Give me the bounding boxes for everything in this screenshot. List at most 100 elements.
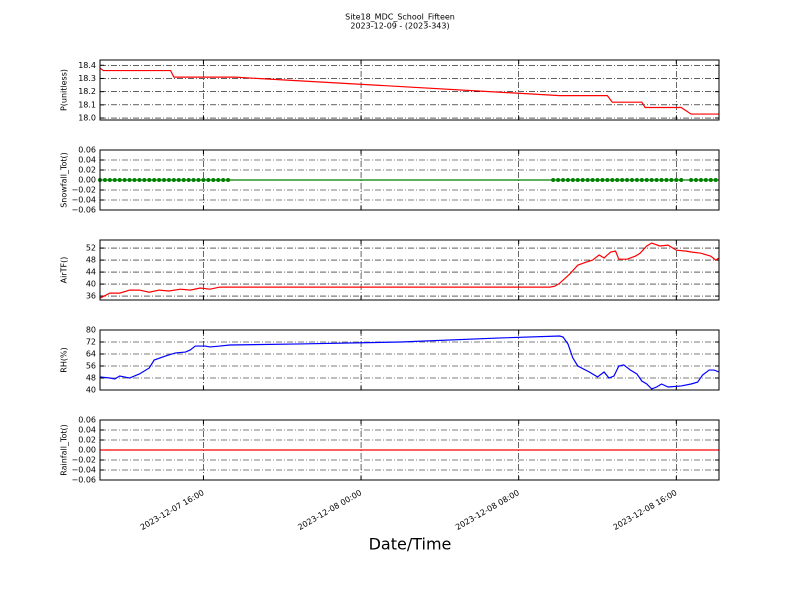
- data-point: [620, 178, 625, 182]
- plot-frame: [99, 419, 720, 481]
- y-tick-label: 18.3: [78, 74, 96, 83]
- y-tick-label: 0.06: [78, 416, 96, 425]
- data-line: [99, 335, 720, 390]
- x-tick-label: 2023-12-08 00:00: [296, 488, 363, 532]
- data-point: [605, 178, 610, 182]
- data-line: [99, 242, 720, 299]
- x-tick-label: 2023-12-08 16:00: [612, 488, 679, 532]
- data-point: [674, 178, 679, 182]
- data-point: [112, 178, 117, 182]
- y-tick-label: 18.0: [78, 114, 96, 123]
- y-tick-label: 72: [86, 338, 96, 347]
- y-tick-label: −0.04: [71, 196, 96, 205]
- data-point: [147, 178, 152, 182]
- data-point: [639, 178, 644, 182]
- data-point: [713, 178, 718, 182]
- data-point: [102, 178, 107, 182]
- data-point: [196, 178, 201, 182]
- y-axis-label: RH(%): [60, 347, 69, 372]
- data-point: [107, 178, 112, 182]
- data-point: [649, 178, 654, 182]
- y-tick-label: 18.1: [78, 100, 96, 109]
- data-point: [654, 178, 659, 182]
- data-point: [162, 178, 167, 182]
- data-point: [580, 178, 585, 182]
- x-axis-label: Date/Time: [369, 535, 452, 554]
- y-tick-label: 0.02: [78, 436, 96, 445]
- y-tick-label: −0.02: [71, 186, 96, 195]
- data-point: [669, 178, 674, 182]
- data-point: [157, 178, 162, 182]
- data-point: [689, 178, 694, 182]
- data-point: [186, 178, 191, 182]
- y-axis-label: P(unitless): [60, 69, 69, 111]
- data-point: [211, 178, 216, 182]
- y-axis-label: Rainfall_Tot(): [60, 424, 69, 476]
- data-point: [694, 178, 699, 182]
- data-point: [127, 178, 132, 182]
- y-tick-label: −0.04: [71, 466, 96, 475]
- data-point: [152, 178, 157, 182]
- y-axis-label: Snowfall_Tot(): [60, 152, 69, 208]
- y-tick-label: 52: [86, 244, 96, 253]
- data-point: [575, 178, 580, 182]
- data-point: [556, 178, 561, 182]
- data-point: [166, 178, 171, 182]
- data-point: [644, 178, 649, 182]
- data-point: [206, 178, 211, 182]
- data-point: [171, 178, 176, 182]
- plot-frame: [99, 59, 720, 121]
- x-tick-label: 2023-12-07 16:00: [139, 488, 206, 532]
- data-point: [201, 178, 206, 182]
- y-tick-label: 18.4: [78, 61, 96, 70]
- data-point: [698, 178, 703, 182]
- y-tick-label: 80: [86, 326, 96, 335]
- y-tick-label: 48: [86, 256, 96, 265]
- y-tick-label: −0.06: [71, 206, 96, 215]
- data-point: [634, 178, 639, 182]
- plot-frame: [99, 329, 720, 391]
- y-tick-label: 56: [86, 362, 96, 371]
- y-tick-label: 0.04: [78, 426, 96, 435]
- data-point: [565, 178, 570, 182]
- y-tick-label: 0.00: [78, 176, 96, 185]
- y-tick-label: 0.04: [78, 156, 96, 165]
- data-point: [664, 178, 669, 182]
- data-point: [570, 178, 575, 182]
- y-tick-label: 40: [86, 386, 96, 395]
- data-point: [216, 178, 221, 182]
- data-point: [191, 178, 196, 182]
- data-point: [629, 178, 634, 182]
- y-tick-label: 48: [86, 374, 96, 383]
- y-tick-label: 64: [86, 350, 96, 359]
- chart-subtitle: 2023-12-09 - (2023-343): [350, 22, 449, 31]
- data-point: [117, 178, 122, 182]
- data-point: [590, 178, 595, 182]
- data-point: [561, 178, 566, 182]
- y-axis-label: AirTF(): [60, 257, 69, 284]
- y-tick-label: 0.02: [78, 166, 96, 175]
- data-point: [615, 178, 620, 182]
- y-tick-label: 0.00: [78, 446, 96, 455]
- data-point: [595, 178, 600, 182]
- chart-title: Site18_MDC_School_Fifteen: [345, 13, 455, 22]
- data-point: [600, 178, 605, 182]
- y-tick-label: 18.2: [78, 87, 96, 96]
- data-point: [703, 178, 708, 182]
- data-point: [122, 178, 127, 182]
- data-point: [625, 178, 630, 182]
- data-point: [226, 178, 231, 182]
- y-tick-label: 0.06: [78, 146, 96, 155]
- plot-frame: [99, 239, 720, 301]
- data-point: [659, 178, 664, 182]
- y-tick-label: −0.02: [71, 456, 96, 465]
- y-tick-label: 44: [86, 268, 96, 277]
- y-tick-label: 40: [86, 280, 96, 289]
- data-point: [708, 178, 713, 182]
- plot-frame: [99, 149, 720, 211]
- y-tick-label: −0.06: [71, 476, 96, 485]
- data-point: [132, 178, 137, 182]
- data-point: [679, 178, 684, 182]
- y-tick-label: 36: [86, 292, 96, 301]
